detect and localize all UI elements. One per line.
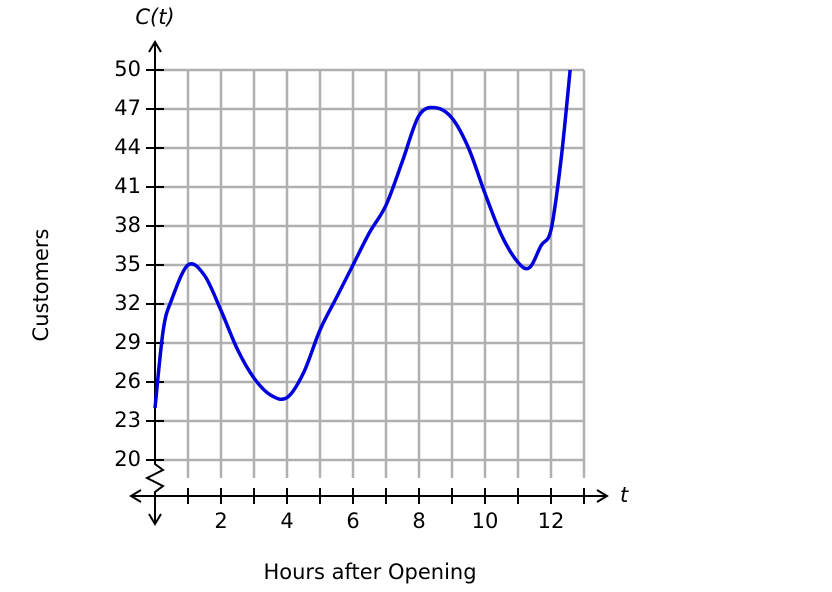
y-tick-label: 44 xyxy=(114,135,141,159)
y-axis-arrow xyxy=(148,40,162,526)
y-tick-label: 29 xyxy=(114,330,141,354)
y-axis xyxy=(144,44,165,522)
y-tick-label: 50 xyxy=(114,57,141,81)
y-tick-label: 20 xyxy=(114,447,141,471)
x-axis xyxy=(129,489,609,503)
x-tick-label: 10 xyxy=(472,509,499,533)
x-tick-label: 6 xyxy=(346,509,359,533)
x-tick-label: 8 xyxy=(412,509,425,533)
x-axis-label: Hours after Opening xyxy=(263,560,476,584)
y-tick-label: 23 xyxy=(114,408,141,432)
y-tick-label: 32 xyxy=(114,291,141,315)
y-tick-label: 35 xyxy=(114,252,141,276)
x-tick-label: 4 xyxy=(280,509,293,533)
y-tick-label: 47 xyxy=(114,96,141,120)
y-tick-label: 41 xyxy=(114,174,141,198)
y-axis-label: Customers xyxy=(29,229,53,342)
y-axis-name: C(t) xyxy=(135,5,174,29)
x-tick-label: 2 xyxy=(214,509,227,533)
y-tick-label: 26 xyxy=(114,369,141,393)
y-tick-label: 38 xyxy=(114,213,141,237)
x-tick-label: 12 xyxy=(538,509,565,533)
curve xyxy=(153,69,572,409)
x-axis-name: t xyxy=(620,483,629,507)
